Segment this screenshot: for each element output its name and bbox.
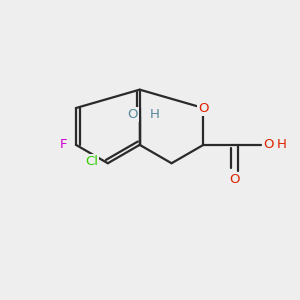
Text: O: O [230, 173, 240, 186]
Text: Cl: Cl [85, 155, 98, 168]
Text: O: O [263, 138, 273, 151]
Text: H: H [277, 138, 286, 151]
Text: H: H [150, 108, 160, 121]
Text: F: F [60, 138, 67, 151]
Text: O: O [128, 108, 138, 121]
Text: O: O [198, 101, 209, 115]
